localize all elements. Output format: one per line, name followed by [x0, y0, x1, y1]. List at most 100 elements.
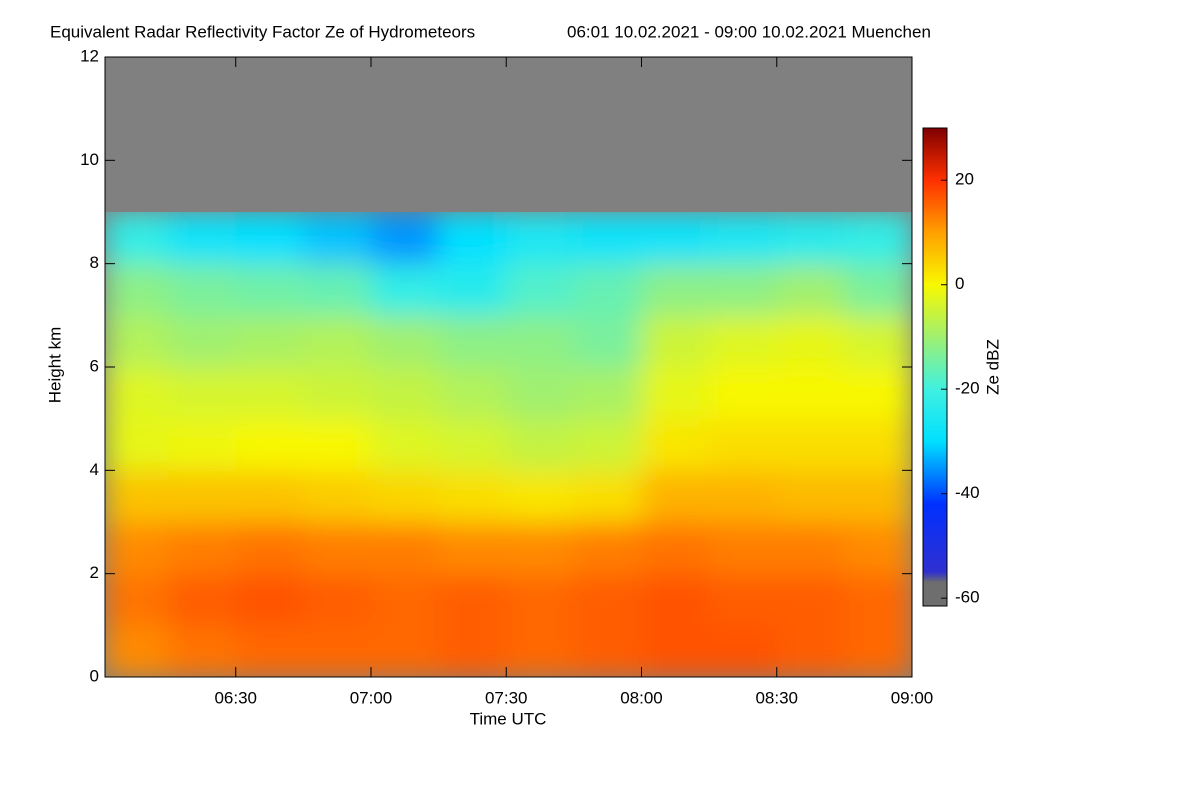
heatmap-cell	[573, 625, 642, 677]
heatmap-cell	[709, 418, 778, 471]
heatmap-cell	[168, 315, 237, 368]
heatmap-cell	[641, 625, 710, 677]
heatmap-cell	[844, 315, 912, 368]
heatmap-cell	[506, 470, 575, 523]
colorbar-tick-label: 0	[955, 274, 964, 293]
heatmap-cell	[573, 263, 642, 316]
colorbar-tick-label: -20	[955, 379, 980, 398]
y-tick-label: 2	[90, 563, 99, 582]
heatmap-cell	[370, 522, 440, 575]
x-tick-label: 06:30	[214, 688, 257, 707]
heatmap-cell	[844, 418, 912, 471]
heatmap-cell	[573, 212, 642, 265]
heatmap-cell	[506, 573, 575, 626]
heatmap-cell	[370, 470, 440, 523]
heatmap-cell	[438, 263, 507, 316]
axes: 0 2 4 6 8 10 12 06:30 07:00 07:30 08:00 08:30 09:00 -…	[80, 46, 980, 707]
heatmap-cell	[641, 263, 710, 316]
heatmap-cell	[573, 315, 642, 368]
heatmap	[105, 212, 912, 677]
chart-subtitle: 06:01 10.02.2021 - 09:00 10.02.2021 Muen…	[567, 22, 931, 41]
heatmap-cell	[506, 367, 575, 420]
heatmap-cell	[168, 573, 237, 626]
heatmap-cells	[105, 212, 912, 677]
heatmap-cell	[641, 470, 710, 523]
heatmap-cell	[776, 418, 845, 471]
heatmap-cell	[438, 212, 507, 265]
heatmap-cell	[105, 625, 169, 677]
heatmap-cell	[303, 263, 372, 316]
y-axis-label: Height km	[45, 327, 64, 404]
heatmap-cell	[641, 315, 710, 368]
heatmap-cell	[709, 522, 778, 575]
colorbar-tick-label: -60	[955, 588, 980, 607]
heatmap-cell	[844, 573, 912, 626]
heatmap-cell	[370, 315, 440, 368]
heatmap-cell	[105, 263, 169, 316]
heatmap-cell	[303, 470, 372, 523]
heatmap-cell	[303, 573, 372, 626]
heatmap-cell	[235, 418, 304, 471]
heatmap-cell	[370, 263, 440, 316]
heatmap-cell	[370, 367, 440, 420]
heatmap-cell	[438, 315, 507, 368]
heatmap-cell	[709, 263, 778, 316]
heatmap-cell	[235, 625, 304, 677]
heatmap-cell	[844, 522, 912, 575]
x-tick-label: 09:00	[891, 688, 934, 707]
heatmap-cell	[370, 625, 440, 677]
heatmap-cell	[168, 625, 237, 677]
heatmap-cell	[168, 522, 237, 575]
y-tick-label: 10	[80, 150, 99, 169]
heatmap-cell	[438, 573, 507, 626]
y-tick-label: 4	[90, 460, 99, 479]
heatmap-cell	[844, 367, 912, 420]
heatmap-cell	[844, 625, 912, 677]
heatmap-cell	[303, 522, 372, 575]
heatmap-cell	[438, 367, 507, 420]
heatmap-cell	[641, 418, 710, 471]
y-tick-label: 6	[90, 356, 99, 375]
heatmap-cell	[438, 522, 507, 575]
heatmap-cell	[235, 367, 304, 420]
heatmap-cell	[641, 212, 710, 265]
heatmap-cell	[709, 315, 778, 368]
heatmap-cell	[506, 212, 575, 265]
heatmap-cell	[506, 522, 575, 575]
heatmap-cell	[709, 573, 778, 626]
heatmap-cell	[776, 367, 845, 420]
colorbar-tick-label: -40	[955, 483, 980, 502]
chart-title: Equivalent Radar Reflectivity Factor Ze …	[50, 22, 475, 41]
y-tick-label: 0	[90, 666, 99, 685]
heatmap-cell	[105, 573, 169, 626]
heatmap-cell	[506, 263, 575, 316]
heatmap-cell	[105, 367, 169, 420]
heatmap-cell	[844, 263, 912, 316]
colorbar-tick-label: 20	[955, 170, 974, 189]
heatmap-cell	[370, 212, 440, 265]
heatmap-cell	[303, 315, 372, 368]
heatmap-cell	[709, 212, 778, 265]
heatmap-cell	[776, 263, 845, 316]
heatmap-cell	[506, 625, 575, 677]
heatmap-cell	[776, 522, 845, 575]
colorbar	[922, 127, 948, 607]
heatmap-cell	[235, 315, 304, 368]
heatmap-cell	[776, 625, 845, 677]
y-tick-label: 8	[90, 253, 99, 272]
heatmap-cell	[105, 522, 169, 575]
heatmap-cell	[303, 625, 372, 677]
heatmap-cell	[168, 470, 237, 523]
heatmap-cell	[168, 418, 237, 471]
x-tick-label: 07:30	[485, 688, 528, 707]
heatmap-cell	[168, 212, 237, 265]
y-tick-label: 12	[80, 46, 99, 65]
heatmap-cell	[776, 212, 845, 265]
heatmap-cell	[235, 470, 304, 523]
heatmap-cell	[105, 315, 169, 368]
heatmap-cell	[641, 573, 710, 626]
heatmap-cell	[235, 522, 304, 575]
heatmap-cell	[438, 625, 507, 677]
heatmap-cell	[573, 470, 642, 523]
